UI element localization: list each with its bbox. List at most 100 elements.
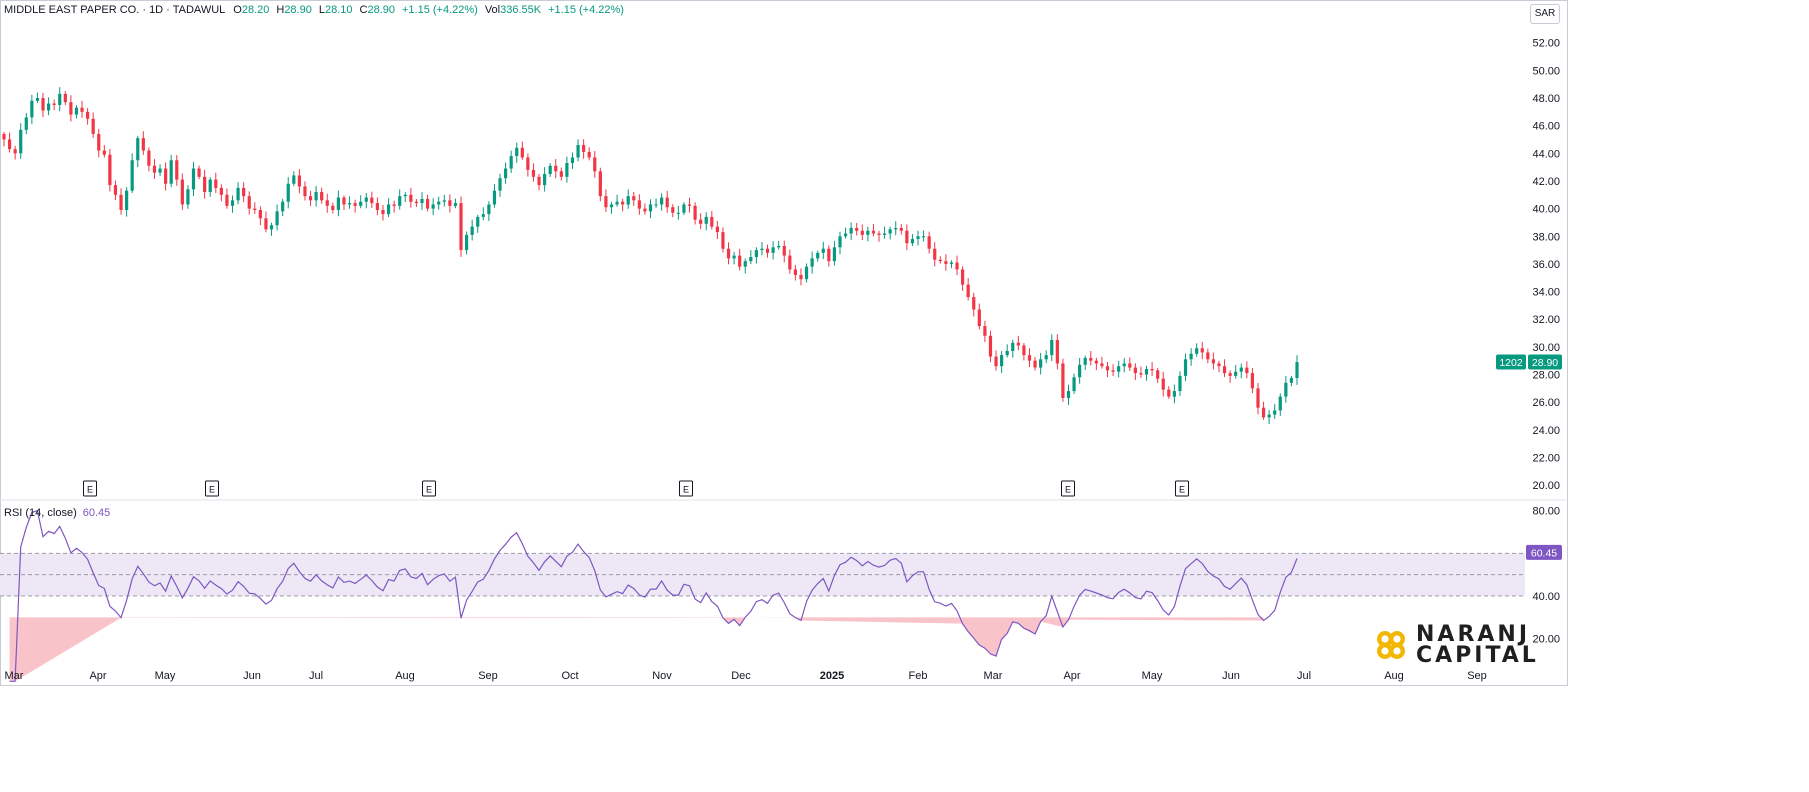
rsi-legend[interactable]: RSI (14, close) 60.45 — [4, 507, 110, 519]
candle-body — [476, 216, 480, 227]
symbol-legend[interactable]: MIDDLE EAST PAPER CO. · 1D · TADAWUL O 28… — [4, 4, 631, 16]
time-tick-label: Jul — [309, 670, 323, 682]
candle-body — [771, 247, 775, 253]
candle-body — [765, 248, 770, 253]
candle-body — [843, 233, 848, 237]
symbol-title[interactable]: MIDDLE EAST PAPER CO. · 1D · TADAWUL — [4, 4, 226, 16]
candle-body — [1022, 345, 1026, 356]
candle-body — [1089, 357, 1093, 361]
candle-body — [353, 203, 357, 206]
open-value: 28.20 — [241, 4, 270, 16]
candle-body — [1122, 363, 1126, 367]
candle-body — [386, 204, 391, 215]
candle-body — [660, 197, 664, 205]
ticker-tag — [1496, 354, 1526, 370]
candle-body — [392, 204, 396, 206]
candle-body — [214, 179, 218, 188]
candle-body — [793, 269, 798, 275]
candle-body — [453, 203, 458, 206]
candle-body — [548, 165, 552, 175]
candle-body — [621, 201, 625, 205]
candle-body — [1105, 366, 1110, 371]
candle-body — [1111, 370, 1115, 372]
candle-body — [693, 205, 697, 220]
candle-body — [615, 201, 619, 205]
candle-body — [503, 168, 508, 179]
candle-body — [63, 93, 67, 103]
candle-body — [425, 198, 430, 209]
candle-body — [1011, 342, 1015, 351]
candle-body — [74, 107, 79, 115]
candle-body — [158, 168, 162, 173]
rsi-value-tag-label: 60.45 — [1531, 547, 1557, 559]
candle-body — [582, 145, 586, 152]
candle-body — [576, 145, 580, 158]
earnings-marker-label: E — [87, 485, 93, 495]
candle-body — [966, 284, 970, 298]
rsi-tick-label: 80.00 — [1532, 506, 1560, 518]
candles-layer — [2, 87, 1299, 425]
candle-body — [598, 171, 602, 197]
candle-body — [347, 203, 352, 205]
candle-body — [286, 183, 290, 202]
volume-label: Vol — [484, 4, 501, 16]
time-tick-label: Dec — [731, 670, 751, 682]
chart-canvas[interactable]: 52.00 50.00 48.00 46.00 44.00 42.00 40.00 38.00… — [0, 0, 1568, 686]
time-tick-label: Nov — [652, 670, 672, 682]
price-tags: 1202 28.90 60.45 — [1496, 354, 1562, 560]
candle-body — [732, 255, 736, 259]
currency-button[interactable]: SAR — [1530, 4, 1560, 24]
candle-body — [520, 147, 524, 158]
candle-body — [1016, 342, 1020, 346]
candle-body — [1039, 359, 1043, 368]
candle-body — [487, 204, 491, 215]
candle-body — [325, 200, 329, 206]
candle-body — [370, 197, 374, 204]
candle-body — [125, 190, 129, 210]
brand-line-2: CAPITAL — [1416, 643, 1539, 668]
candle-body — [108, 154, 112, 186]
earnings-marker-box — [1175, 480, 1189, 497]
candle-body — [1005, 351, 1009, 356]
earnings-marker-label: E — [1179, 485, 1185, 495]
earnings-marker-box — [422, 480, 436, 497]
open-label: O — [233, 4, 242, 16]
candle-body — [587, 151, 591, 158]
time-tick-label: Apr — [1063, 670, 1080, 682]
candle-body — [492, 190, 497, 205]
candle-body — [236, 187, 240, 201]
price-tick-label: 34.00 — [1532, 287, 1560, 299]
candle-body — [136, 138, 140, 161]
candle-body — [682, 204, 686, 213]
candle-body — [1189, 353, 1193, 360]
candle-body — [258, 210, 262, 219]
candle-body — [1055, 339, 1059, 364]
candle-body — [637, 200, 641, 209]
candle-body — [665, 197, 669, 208]
candle-body — [899, 227, 903, 231]
candle-body — [704, 216, 708, 224]
chart-frame — [0, 0, 1568, 686]
candle-body — [938, 259, 942, 262]
price-axis[interactable]: 52.00 50.00 48.00 46.00 44.00 42.00 40.00 38.00… — [0, 38, 1566, 501]
candle-body — [1044, 355, 1048, 360]
price-tick-label: 40.00 — [1532, 204, 1560, 216]
candle-body — [1000, 355, 1004, 367]
time-tick-label: Jun — [1222, 670, 1240, 682]
price-tick-label: 50.00 — [1532, 65, 1560, 77]
candle-body — [1083, 357, 1087, 365]
candle-body — [1150, 368, 1154, 371]
candle-body — [977, 309, 981, 327]
time-axis[interactable]: Mar Apr May Jun Jul Aug Sep Oct Nov Dec 2025 Feb Mar… — [5, 670, 1487, 682]
low-label: L — [318, 4, 325, 16]
candle-body — [537, 176, 541, 186]
candle-body — [119, 194, 123, 210]
candle-body — [1234, 371, 1238, 376]
candle-body — [994, 356, 998, 367]
candle-body — [738, 255, 742, 267]
earnings-marker-label: E — [683, 485, 689, 495]
candle-body — [1139, 373, 1143, 375]
time-tick-label: Aug — [1384, 670, 1404, 682]
candle-body — [687, 204, 692, 206]
change-value: +1.15 (+4.22%) — [401, 4, 478, 16]
